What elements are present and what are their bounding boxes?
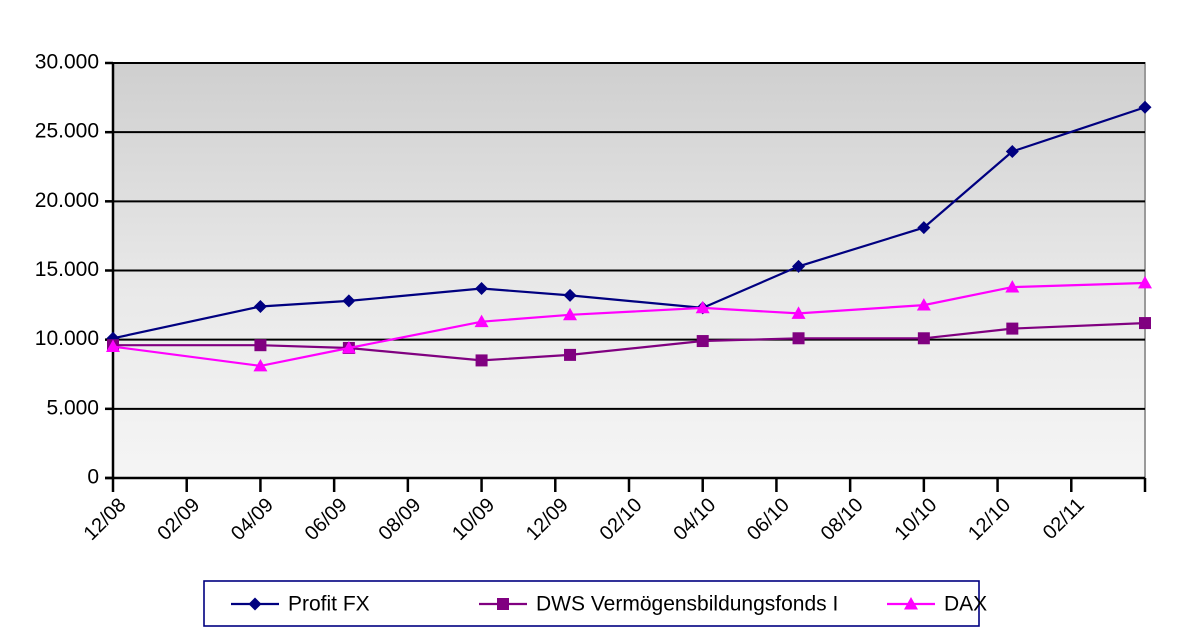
data-point-marker (1138, 275, 1152, 289)
y-tick-label: 15.000 (35, 258, 99, 281)
data-point-marker (792, 259, 806, 273)
y-tick-label: 30.000 (35, 51, 99, 74)
x-tick-label: 10/09 (448, 494, 499, 545)
x-tick-label: 10/10 (890, 494, 941, 545)
data-point-marker (341, 340, 356, 354)
legend-item-3: DAX (887, 593, 987, 616)
data-point-marker (475, 354, 488, 367)
series-line (112, 281, 1146, 368)
x-tick-label: 02/10 (596, 494, 647, 545)
data-point-marker (563, 307, 578, 321)
series-1 (106, 100, 1152, 345)
legend-item-1: Profit FX (231, 593, 370, 616)
y-tick-label: 5.000 (46, 396, 99, 419)
legend-label: DAX (944, 593, 987, 616)
x-tick-label: 12/08 (80, 494, 131, 545)
y-tick-label: 0 (87, 466, 99, 489)
x-tick-label: 04/10 (669, 494, 720, 545)
data-point-marker (475, 281, 489, 295)
series-3 (106, 275, 1152, 372)
y-tick-label: 20.000 (35, 189, 99, 212)
x-tick-label: 06/09 (301, 494, 352, 545)
x-tick-label: 06/10 (743, 494, 794, 545)
data-point-marker (792, 332, 805, 345)
data-point-marker (696, 335, 709, 348)
data-point-marker (1139, 317, 1151, 330)
data-point-marker (1006, 322, 1019, 335)
data-point-marker (695, 300, 710, 314)
y-axis: 0 5.000 10.000 15.000 20.000 25.000 30.000 (35, 51, 113, 489)
data-point-marker (1138, 100, 1152, 114)
data-point-marker (917, 332, 930, 345)
data-point-marker (1005, 145, 1019, 159)
data-point-marker (917, 221, 931, 235)
data-point-marker (904, 597, 918, 610)
x-tick-label: 04/09 (227, 494, 278, 545)
x-tick-label: 08/09 (374, 494, 425, 545)
x-axis: 12/08 02/09 04/09 06/09 08/09 10/09 12/09 02/10… (80, 478, 1147, 545)
data-point-marker (248, 597, 262, 611)
data-point-marker (1005, 280, 1020, 293)
data-point-marker (497, 598, 509, 610)
legend-label: Profit FX (288, 593, 370, 616)
data-point-marker (253, 299, 267, 313)
data-point-marker (342, 294, 356, 308)
legend-item-2: DWS Vermögensbildungsfonds I (479, 593, 838, 616)
legend-label: DWS Vermögensbildungsfonds I (536, 593, 838, 616)
gridlines (113, 62, 1145, 410)
y-tick-label: 25.000 (35, 120, 99, 143)
x-tick-label: 02/09 (153, 494, 204, 545)
y-tick-label: 10.000 (35, 327, 99, 350)
data-point-marker (106, 339, 120, 353)
series-2 (107, 317, 1151, 367)
series-line (112, 106, 1146, 340)
series-line (113, 322, 1146, 362)
data-point-marker (563, 288, 577, 302)
data-point-marker (253, 358, 268, 372)
data-point-marker (564, 348, 577, 361)
legend-items: Profit FX DWS Vermögensbildungsfonds I DAX (231, 593, 987, 616)
legend-box (203, 580, 980, 627)
data-point-marker (474, 314, 489, 328)
chart-legend: Profit FX DWS Vermögensbildungsfonds I DAX (203, 580, 987, 627)
data-point-marker (254, 339, 267, 352)
x-tick-label: 08/10 (817, 494, 868, 545)
x-tick-label: 02/11 (1039, 494, 1089, 544)
data-point-marker (791, 306, 806, 319)
x-tick-label: 12/09 (522, 494, 573, 545)
x-tick-label: 12/10 (964, 494, 1015, 545)
data-point-marker (916, 298, 931, 311)
data-series-layer (106, 100, 1152, 372)
